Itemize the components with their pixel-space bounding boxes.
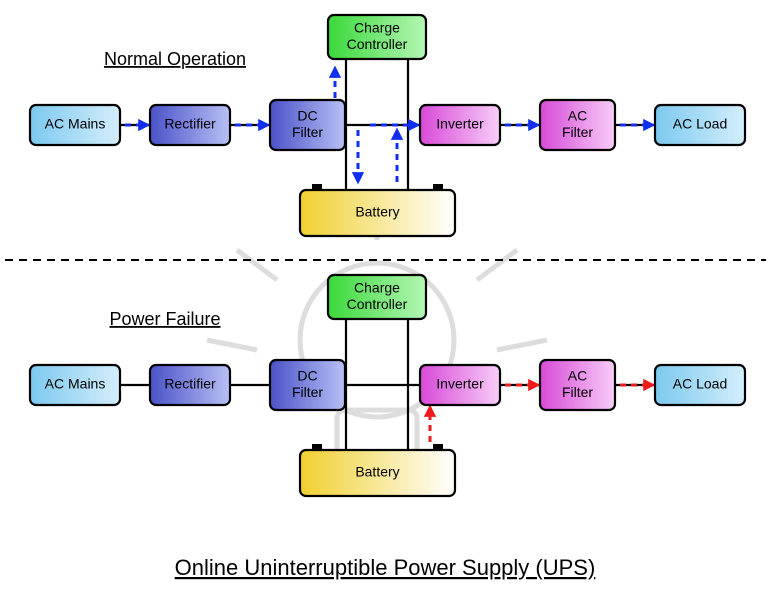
block-label: Battery: [355, 204, 399, 220]
block-label: Charge: [354, 280, 400, 296]
block-label: Filter: [562, 384, 593, 400]
diagram-title: Online Uninterruptible Power Supply (UPS…: [175, 555, 596, 580]
block-label: Inverter: [436, 376, 484, 392]
block-label: DC: [297, 108, 317, 124]
block-dcfilter2: DCFilter: [270, 360, 345, 410]
block-label: Filter: [292, 384, 323, 400]
section-heading-failure: Power Failure: [109, 309, 220, 329]
diagram-canvas: AC MainsRectifierDCFilterChargeControlle…: [0, 0, 771, 606]
block-label: AC Mains: [45, 376, 106, 392]
block-acload2: AC Load: [655, 365, 745, 405]
block-label: Charge: [354, 20, 400, 36]
block-charge2: ChargeController: [328, 275, 426, 319]
block-acmains: AC Mains: [30, 105, 120, 145]
block-inverter2: Inverter: [420, 365, 500, 405]
block-label: Filter: [292, 124, 323, 140]
block-label: Controller: [347, 296, 408, 312]
block-label: AC: [568, 108, 587, 124]
block-rectifier: Rectifier: [150, 105, 230, 145]
block-label: AC Mains: [45, 116, 106, 132]
block-acload: AC Load: [655, 105, 745, 145]
block-label: Battery: [355, 464, 399, 480]
block-acfilter2: ACFilter: [540, 360, 615, 410]
block-rectifier2: Rectifier: [150, 365, 230, 405]
block-label: Filter: [562, 124, 593, 140]
block-label: Rectifier: [164, 116, 216, 132]
block-label: AC Load: [673, 116, 727, 132]
block-acmains2: AC Mains: [30, 365, 120, 405]
block-battery: Battery: [300, 184, 455, 236]
block-charge: ChargeController: [328, 15, 426, 59]
block-label: AC Load: [673, 376, 727, 392]
block-inverter: Inverter: [420, 105, 500, 145]
block-dcfilter: DCFilter: [270, 100, 345, 150]
block-battery2: Battery: [300, 444, 455, 496]
block-label: Inverter: [436, 116, 484, 132]
block-acfilter: ACFilter: [540, 100, 615, 150]
block-label: Controller: [347, 36, 408, 52]
block-label: DC: [297, 368, 317, 384]
section-heading-normal: Normal Operation: [104, 49, 246, 69]
block-label: AC: [568, 368, 587, 384]
block-label: Rectifier: [164, 376, 216, 392]
